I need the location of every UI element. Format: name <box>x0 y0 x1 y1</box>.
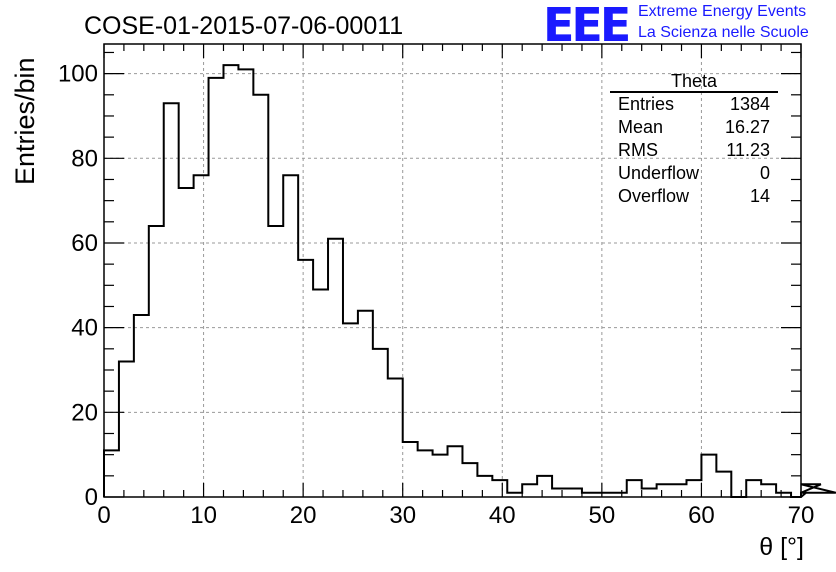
stats-value: 16.27 <box>724 117 770 137</box>
stats-label: Overflow <box>618 186 690 206</box>
y-tick-label: 20 <box>71 399 98 426</box>
logo-line-2: La Scienza nelle Scuole <box>638 24 809 41</box>
stats-value: 14 <box>749 186 770 206</box>
stats-value: 1384 <box>729 94 770 114</box>
logo-line-1: Extreme Energy Events <box>638 3 807 20</box>
stats-title: Theta <box>610 72 778 93</box>
stats-row-mean: Mean 16.27 <box>610 116 778 139</box>
y-tick-label: 60 <box>71 230 98 257</box>
eee-logo: EEE <box>543 0 631 52</box>
x-tick-label: 30 <box>389 502 416 529</box>
y-tick-label: 100 <box>58 61 98 88</box>
chart-title: COSE-01-2015-07-06-00011 <box>84 12 404 40</box>
plot-frame <box>103 43 802 498</box>
stats-label: RMS <box>618 140 658 160</box>
x-axis-label: θ [°] <box>759 533 804 561</box>
stats-label: Underflow <box>618 163 700 183</box>
stats-row-underflow: Underflow 0 <box>610 162 778 185</box>
x-tick-label: 70 <box>788 502 815 529</box>
y-axis-label: Entries/bin <box>10 57 40 185</box>
stats-row-overflow: Overflow 14 <box>610 185 778 208</box>
x-tick-label: 50 <box>589 502 616 529</box>
y-tick-label: 80 <box>71 145 98 172</box>
stats-row-entries: Entries 1384 <box>610 93 778 116</box>
stats-box: Theta Entries 1384 Mean 16.27 RMS 11.23 Underf… <box>610 72 778 208</box>
x-tick-label: 0 <box>97 502 110 529</box>
x-tick-label: 40 <box>489 502 516 529</box>
histogram-series <box>103 64 836 498</box>
x-tick-label: 10 <box>190 502 217 529</box>
tick-labels: 0 10 20 30 40 50 60 70 0 20 40 60 80 100 <box>58 61 814 529</box>
grid-lines <box>104 44 801 497</box>
stats-value: 0 <box>759 163 770 183</box>
x-tick-label: 60 <box>688 502 715 529</box>
stats-label: Mean <box>618 117 664 137</box>
stats-rows: Entries 1384 Mean 16.27 RMS 11.23 Underflow 0 Ov… <box>610 93 778 208</box>
stats-label: Entries <box>618 94 675 114</box>
x-tick-label: 20 <box>290 502 317 529</box>
y-tick-label: 40 <box>71 315 98 342</box>
stats-row-rms: RMS 11.23 <box>610 139 778 162</box>
stats-value: 11.23 <box>726 140 770 160</box>
y-tick-label: 0 <box>85 484 98 511</box>
